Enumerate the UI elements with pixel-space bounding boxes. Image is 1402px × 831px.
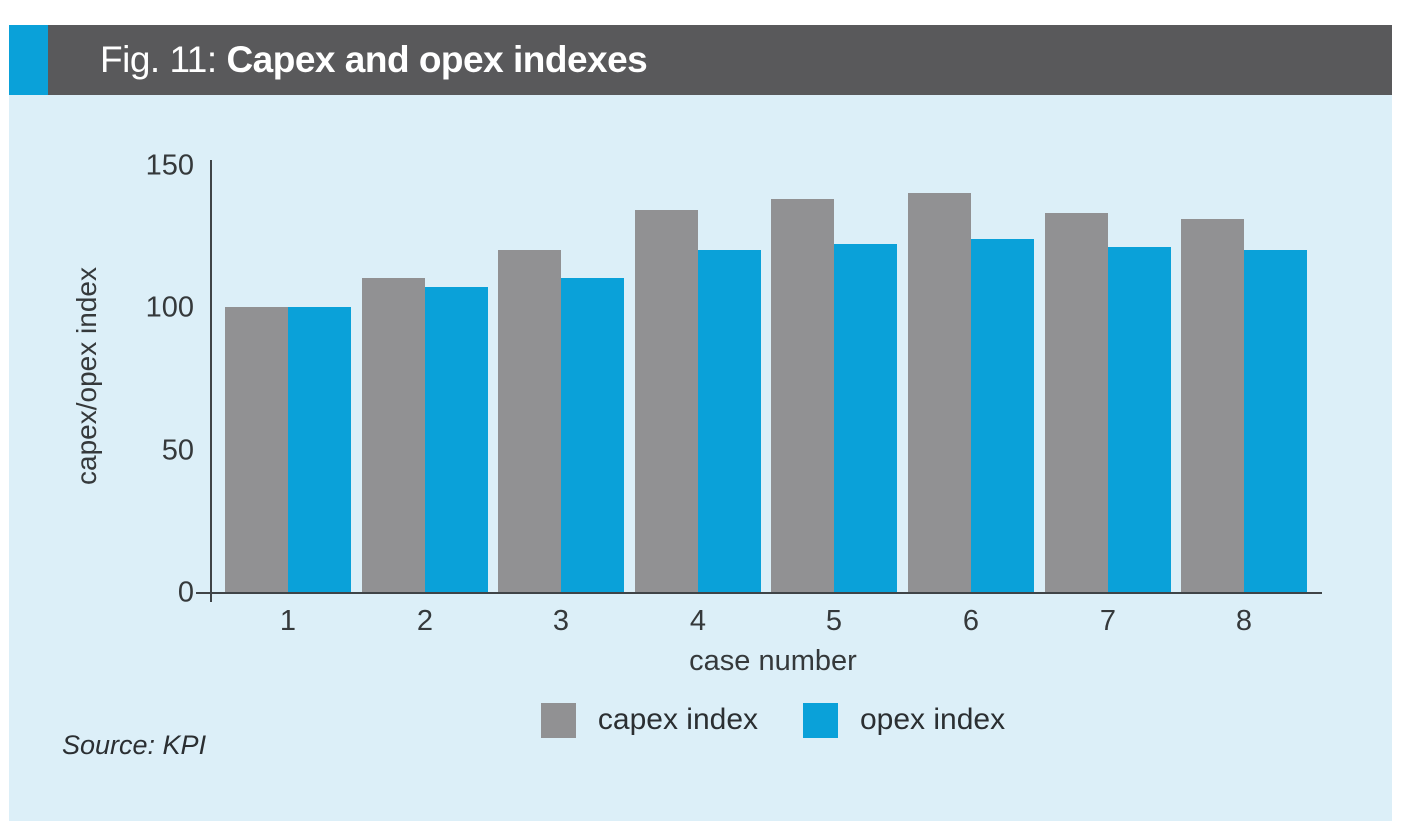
header-accent-square [9,25,48,95]
figure-title: Capex and opex indexes [226,39,648,80]
x-tick-label-5: 5 [825,605,843,637]
bar-capex-case-4 [635,210,698,592]
x-tick-label-6: 6 [962,605,980,637]
chart-legend: capex index opex index [210,700,1336,740]
y-tick-label-50: 50 [161,434,194,466]
legend-swatch-capex [540,702,576,738]
x-tick-label-4: 4 [689,605,707,637]
legend-label: opex index [860,703,1006,736]
bar-opex-case-1 [288,307,351,592]
bar-opex-case-4 [698,250,761,592]
chart-panel: capex/opex index case number capex index… [9,95,1392,821]
bar-capex-case-1 [225,307,288,592]
y-axis-line [210,160,212,602]
bar-opex-case-8 [1244,250,1307,592]
bar-capex-case-5 [771,199,834,592]
y-tick-label-100: 100 [145,291,194,324]
x-tick-label-2: 2 [416,605,434,637]
x-axis-line [196,592,1322,594]
bar-capex-case-7 [1045,213,1108,592]
x-axis-title: case number [689,645,857,677]
y-axis-title: capex/opex index [71,267,102,485]
figure-label: Fig. 11: [100,39,227,80]
x-tick-label-8: 8 [1235,605,1253,637]
legend-label: capex index [597,703,758,736]
bar-capex-case-2 [362,278,425,592]
bar-capex-case-3 [498,250,561,592]
source-note: Source: KPI [62,730,207,760]
bar-opex-case-6 [971,239,1034,592]
x-tick-label-3: 3 [552,605,570,637]
x-tick-label-1: 1 [279,605,297,637]
bar-capex-case-8 [1181,219,1244,592]
legend-item-capex: capex index [540,702,758,738]
bar-opex-case-5 [834,244,897,592]
legend-item-opex: opex index [803,702,1006,738]
bar-chart: capex/opex index case number capex index… [9,95,1392,821]
bar-opex-case-3 [561,278,624,592]
bar-opex-case-7 [1108,247,1171,592]
legend-swatch-opex [803,702,838,738]
y-tick-label-150: 150 [145,149,194,181]
figure-header: Fig. 11: Capex and opex indexes [48,25,1392,95]
bar-opex-case-2 [425,287,488,592]
bar-capex-case-6 [908,193,971,592]
y-tick-label-0: 0 [177,576,194,609]
x-tick-label-7: 7 [1099,605,1117,637]
